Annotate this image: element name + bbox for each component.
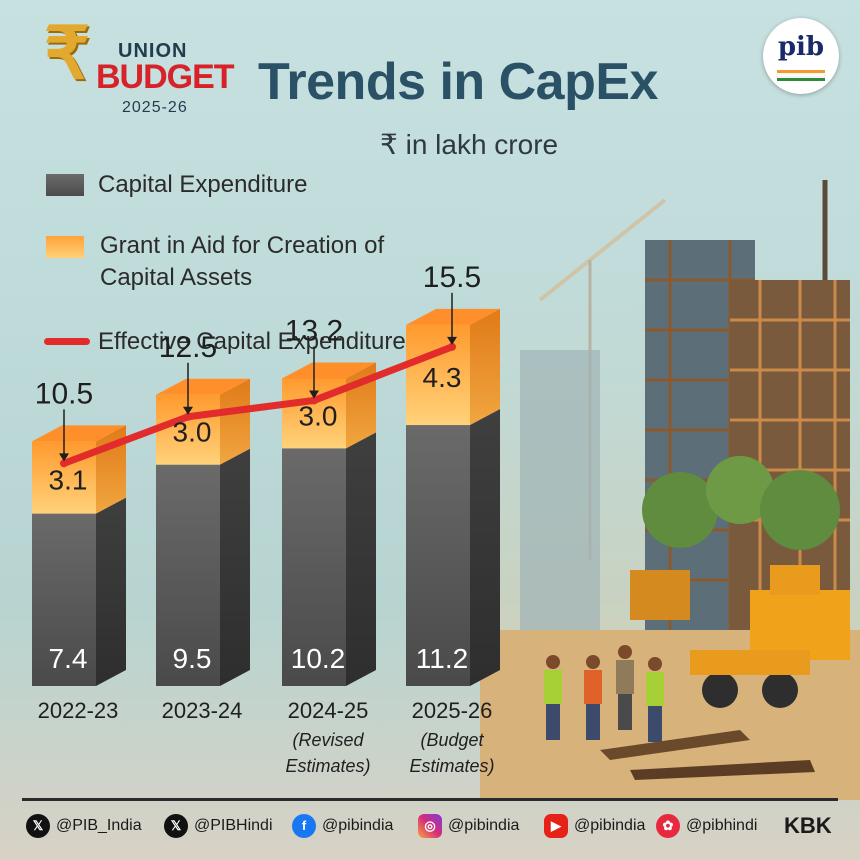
social-x-pib-hindi[interactable]: 𝕏 @PIBHindi xyxy=(164,812,273,840)
total-pointer-arrowhead xyxy=(59,453,69,462)
footer-divider xyxy=(22,798,838,801)
pib-logo-flag-icon xyxy=(776,70,826,81)
category-note-label: Estimates) xyxy=(409,756,494,776)
budget-logo-union: UNION xyxy=(118,40,188,62)
effective-capex-line xyxy=(60,343,456,467)
bar-top xyxy=(32,425,126,442)
social-handle: @pibindia xyxy=(574,817,646,834)
bar-grant xyxy=(406,324,470,426)
social-handle: @PIB_India xyxy=(56,817,142,834)
effective-capex-point xyxy=(184,412,192,421)
bar-capex xyxy=(406,425,470,686)
social-youtube[interactable]: ▶ @pibindia xyxy=(544,812,645,840)
legend-label-effective: Effective Capital Expenditure xyxy=(98,328,406,355)
category-label: 2025-26 xyxy=(412,698,493,723)
youtube-icon: ▶ xyxy=(544,813,568,838)
bar-capex-side xyxy=(96,497,126,686)
legend-swatch-capex xyxy=(46,174,84,196)
bar-grant-side xyxy=(470,308,500,426)
footer-brand: KBK xyxy=(784,813,832,838)
social-kooapp[interactable]: ✿ @pibhindi xyxy=(656,812,757,840)
social-x-pib-india[interactable]: 𝕏 @PIB_India xyxy=(26,812,142,840)
total-pointer-arrowhead xyxy=(183,406,193,415)
bar-top xyxy=(156,378,250,395)
category-label: 2022-23 xyxy=(38,698,119,723)
pib-logo-text: pib xyxy=(777,32,825,62)
construction-scene-illustration xyxy=(480,160,860,800)
total-value-label: 15.5 xyxy=(423,261,481,294)
total-pointer-arrowhead xyxy=(309,390,319,399)
bar-grant-value-label: 3.0 xyxy=(173,417,212,448)
bar-grant-value-label: 4.3 xyxy=(423,362,462,393)
bar-capex-side xyxy=(470,409,500,686)
category-label: 2024-25 xyxy=(288,698,369,723)
x-icon: 𝕏 xyxy=(26,813,50,838)
effective-capex-point xyxy=(310,396,318,405)
bar-capex xyxy=(156,464,220,686)
social-handle: @PIBHindi xyxy=(194,817,273,834)
effective-capex-point xyxy=(60,459,68,468)
chart-title: Trends in CapEx xyxy=(258,53,658,111)
bar-capex-value-label: 7.4 xyxy=(49,643,88,674)
total-value-label: 13.2 xyxy=(285,314,343,347)
pib-logo: pib xyxy=(763,18,839,94)
legend-label-capex: Capital Expenditure xyxy=(98,171,308,198)
instagram-icon: ◎ xyxy=(418,813,442,838)
budget-logo-year: 2025-26 xyxy=(122,99,188,116)
budget-logo-rupee: ₹ xyxy=(44,14,90,94)
bar-capex xyxy=(282,448,346,686)
category-note-label: Estimates) xyxy=(285,756,370,776)
category-note-label: (Budget xyxy=(420,730,484,750)
legend-swatch-grant xyxy=(46,236,84,258)
bar-capex xyxy=(32,513,96,686)
kooapp-icon: ✿ xyxy=(656,813,680,838)
budget-logo-budget: BUDGET xyxy=(96,58,235,96)
chart-unit: ₹ in lakh crore xyxy=(380,129,559,160)
effective-capex-point xyxy=(448,342,456,351)
bar-grant-value-label: 3.0 xyxy=(299,400,338,431)
social-instagram[interactable]: ◎ @pibindia xyxy=(418,812,519,840)
x-icon: 𝕏 xyxy=(164,813,188,838)
category-label: 2023-24 xyxy=(162,698,243,723)
bar-grant-value-label: 3.1 xyxy=(49,464,88,495)
legend-swatch-effective xyxy=(44,338,90,345)
social-facebook[interactable]: f @pibindia xyxy=(292,812,393,840)
footer-social-bar: 𝕏 @PIB_India 𝕏 @PIBHindi f @pibindia ◎ @pibi… xyxy=(26,812,846,842)
bar-capex-value-label: 10.2 xyxy=(291,643,346,674)
category-note-label: (Revised xyxy=(292,730,364,750)
legend-label-grant: Grant in Aid for Creation of Capital Ass… xyxy=(100,232,385,291)
total-value-label: 12.5 xyxy=(159,331,217,364)
bar-capex-value-label: 11.2 xyxy=(416,643,468,674)
social-handle: @pibhindi xyxy=(686,817,758,834)
bar-top xyxy=(282,362,376,379)
total-pointer-arrowhead xyxy=(447,336,457,345)
bar-grant-side xyxy=(220,378,250,465)
social-handle: @pibindia xyxy=(448,817,520,834)
social-handle: @pibindia xyxy=(322,817,394,834)
facebook-icon: f xyxy=(292,813,316,838)
total-value-label: 10.5 xyxy=(35,377,93,410)
bar-top xyxy=(406,308,500,325)
bar-capex-side xyxy=(346,432,376,686)
bar-capex-value-label: 9.5 xyxy=(173,643,212,674)
bar-capex-side xyxy=(220,448,250,686)
